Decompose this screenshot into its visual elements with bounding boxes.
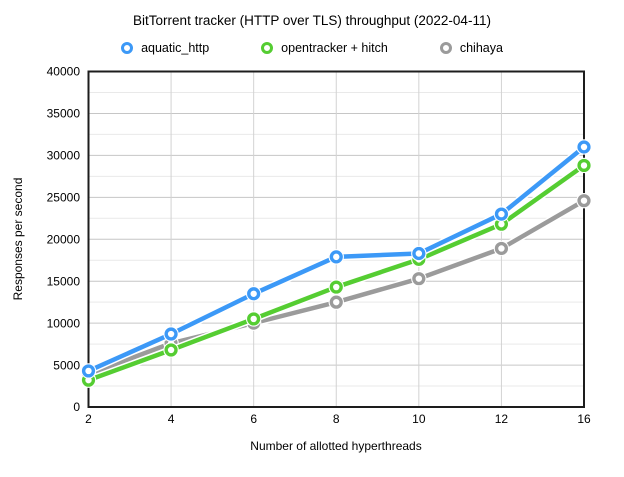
x-tick-label: 2 <box>85 412 92 426</box>
data-point <box>81 364 96 378</box>
data-point <box>247 287 261 301</box>
y-tick-label: 30000 <box>47 149 81 163</box>
y-tick-label: 10000 <box>47 316 81 330</box>
data-point <box>494 241 509 256</box>
y-tick-label: 20000 <box>47 232 81 246</box>
series-marker-icon <box>439 42 452 54</box>
data-point <box>577 140 591 154</box>
legend-item-chihaya: chihaya <box>439 41 503 55</box>
x-tick-label: 10 <box>412 412 426 426</box>
data-point <box>577 158 591 173</box>
y-tick-label: 35000 <box>47 107 81 121</box>
x-axis-title: Number of allotted hyperthreads <box>250 439 422 453</box>
y-axis-title: Responses per second <box>11 177 25 301</box>
x-tick-label: 16 <box>577 412 591 426</box>
y-tick-label: 25000 <box>47 191 81 205</box>
y-tick-label: 0 <box>73 400 80 414</box>
legend-label: chihaya <box>459 41 503 55</box>
data-point <box>494 207 509 221</box>
legend-item-opentracker-hitch: opentracker + hitch <box>261 41 388 55</box>
data-point <box>412 246 426 261</box>
legend-label: aquatic_http <box>141 41 210 55</box>
x-tick-label: 6 <box>250 412 257 426</box>
data-point <box>164 327 178 341</box>
x-tick-label: 4 <box>168 412 175 426</box>
legend-item-aquatic-http: aquatic_http <box>121 41 209 55</box>
x-tick-label: 12 <box>495 412 509 426</box>
chart-title: BitTorrent tracker (HTTP over TLS) throu… <box>133 13 491 28</box>
data-point <box>329 280 343 294</box>
data-point <box>247 312 261 326</box>
data-point <box>164 343 178 357</box>
legend-label: opentracker + hitch <box>281 41 388 55</box>
series-marker-icon <box>121 42 134 54</box>
plot-border <box>87 70 585 408</box>
data-point <box>577 194 591 208</box>
chart-legend: aquatic_http opentracker + hitch chihaya <box>0 41 624 55</box>
data-point <box>412 272 426 286</box>
y-tick-label: 5000 <box>53 358 80 372</box>
series-marker-icon <box>261 42 274 54</box>
y-tick-label: 15000 <box>47 274 81 288</box>
y-tick-label: 40000 <box>47 65 81 79</box>
data-point <box>329 295 343 309</box>
x-tick-label: 8 <box>333 412 340 426</box>
data-point <box>329 250 343 264</box>
